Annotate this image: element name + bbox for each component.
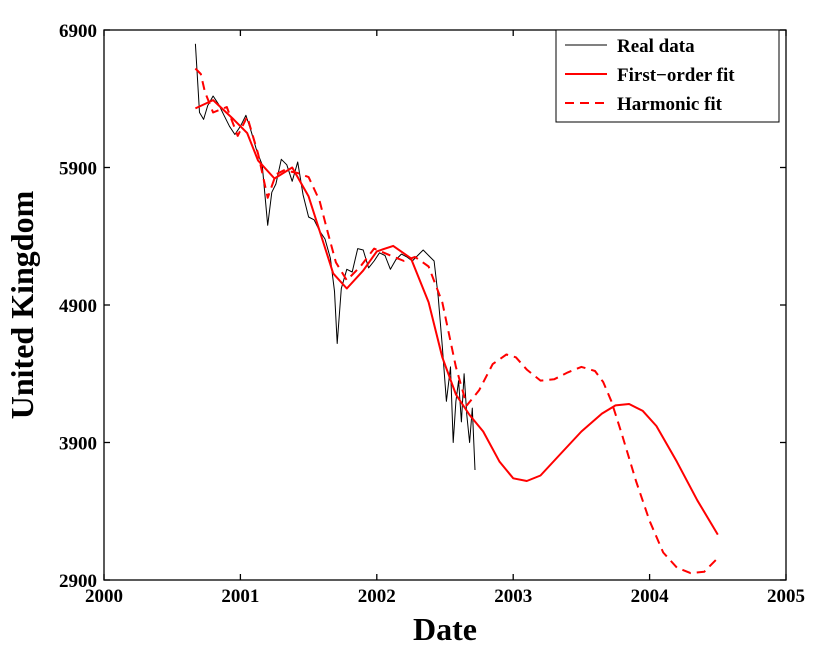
x-tick-label: 2000 [85,586,123,607]
legend: Real data First−order fit Harmonic fit [555,29,780,123]
x-axis-title: Date [413,611,477,647]
x-tick-label: 2001 [221,586,259,607]
y-tick-label: 4900 [59,296,97,317]
legend-label-first-order-fit: First−order fit [617,65,735,86]
y-axis: 2900 3900 4900 5900 6900 [59,21,786,592]
x-axis: 2000 2001 2002 2003 2004 2005 [85,30,805,607]
legend-label-harmonic-fit: Harmonic fit [617,94,723,115]
y-tick-label: 3900 [59,434,97,455]
x-tick-label: 2004 [631,586,670,607]
series-first-order-fit [194,99,719,536]
series-real-data [194,43,476,471]
legend-label-real-data: Real data [617,36,695,57]
y-tick-label: 5900 [59,159,97,180]
series-layer [194,43,719,575]
x-tick-label: 2003 [494,586,532,607]
y-tick-label: 6900 [59,21,97,42]
y-axis-title: United Kingdom [4,190,40,419]
x-tick-label: 2005 [767,586,805,607]
x-tick-label: 2002 [358,586,396,607]
y-tick-label: 2900 [59,571,97,592]
